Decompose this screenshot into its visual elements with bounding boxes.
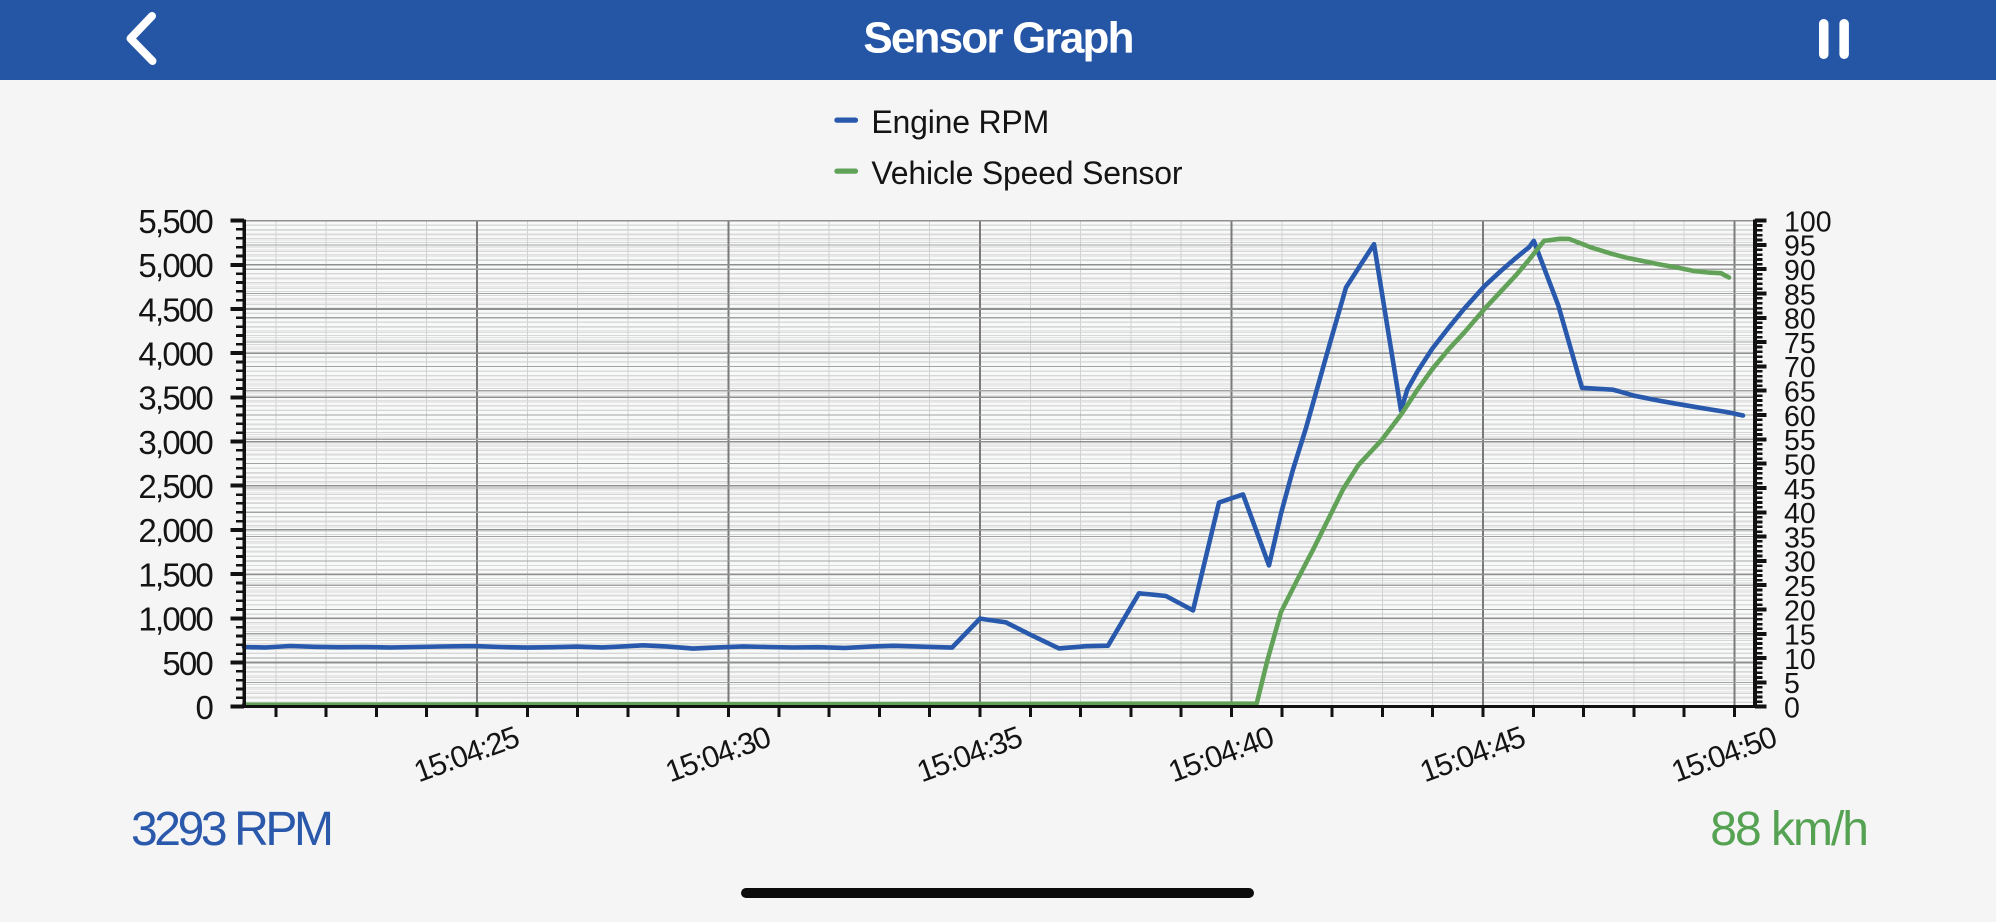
svg-text:35: 35 bbox=[1784, 522, 1816, 554]
svg-text:90: 90 bbox=[1784, 255, 1816, 287]
svg-text:75: 75 bbox=[1784, 328, 1816, 360]
svg-text:4,500: 4,500 bbox=[138, 291, 213, 328]
svg-text:500: 500 bbox=[162, 645, 213, 682]
svg-text:70: 70 bbox=[1784, 352, 1816, 384]
svg-text:5,500: 5,500 bbox=[138, 203, 213, 240]
svg-text:15:04:30: 15:04:30 bbox=[661, 720, 775, 789]
svg-text:2,500: 2,500 bbox=[138, 468, 213, 505]
svg-text:60: 60 bbox=[1784, 401, 1816, 433]
svg-text:15:04:40: 15:04:40 bbox=[1164, 720, 1278, 789]
svg-text:Engine RPM: Engine RPM bbox=[871, 104, 1049, 140]
svg-text:3293 RPM: 3293 RPM bbox=[131, 803, 331, 856]
svg-text:100: 100 bbox=[1784, 206, 1832, 238]
svg-text:15:04:45: 15:04:45 bbox=[1415, 720, 1529, 789]
svg-text:3,000: 3,000 bbox=[138, 424, 213, 461]
svg-text:40: 40 bbox=[1784, 498, 1816, 530]
svg-text:45: 45 bbox=[1784, 474, 1816, 506]
svg-text:15: 15 bbox=[1784, 620, 1816, 652]
svg-text:50: 50 bbox=[1784, 449, 1816, 481]
svg-text:1,500: 1,500 bbox=[138, 556, 213, 593]
svg-text:0: 0 bbox=[195, 689, 213, 726]
svg-text:30: 30 bbox=[1784, 547, 1816, 579]
svg-text:25: 25 bbox=[1784, 571, 1816, 603]
svg-text:80: 80 bbox=[1784, 304, 1816, 336]
svg-text:88 km/h: 88 km/h bbox=[1710, 803, 1867, 856]
svg-text:15:04:50: 15:04:50 bbox=[1667, 720, 1781, 789]
svg-text:95: 95 bbox=[1784, 231, 1816, 263]
svg-text:5,000: 5,000 bbox=[138, 247, 213, 284]
svg-text:55: 55 bbox=[1784, 425, 1816, 457]
svg-text:65: 65 bbox=[1784, 377, 1816, 409]
svg-text:3,500: 3,500 bbox=[138, 380, 213, 417]
svg-text:2,000: 2,000 bbox=[138, 512, 213, 549]
svg-text:5: 5 bbox=[1784, 668, 1800, 700]
svg-text:15:04:35: 15:04:35 bbox=[912, 720, 1026, 789]
svg-text:20: 20 bbox=[1784, 595, 1816, 627]
svg-text:15:04:25: 15:04:25 bbox=[409, 720, 523, 789]
svg-text:4,000: 4,000 bbox=[138, 336, 213, 373]
svg-text:10: 10 bbox=[1784, 644, 1816, 676]
svg-text:Vehicle Speed Sensor: Vehicle Speed Sensor bbox=[871, 155, 1182, 191]
svg-text:1,000: 1,000 bbox=[138, 601, 213, 638]
svg-text:0: 0 bbox=[1784, 693, 1800, 725]
svg-text:85: 85 bbox=[1784, 279, 1816, 311]
svg-text:Sensor Graph: Sensor Graph bbox=[863, 14, 1132, 63]
